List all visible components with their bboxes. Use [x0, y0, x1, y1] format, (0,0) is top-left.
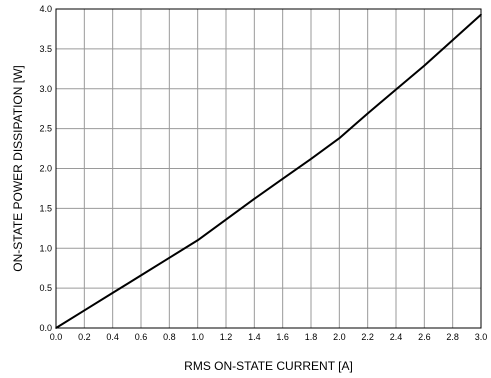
plot-frame: [55, 8, 482, 329]
data-series: [55, 13, 482, 329]
data-point: [253, 198, 256, 200]
x-tick-label: 0.4: [106, 332, 119, 342]
x-tick-label: 0.6: [135, 332, 148, 342]
data-point: [196, 239, 199, 242]
y-tick-label: 2.0: [39, 164, 52, 174]
data-point: [423, 64, 426, 67]
y-tick-label: 3.0: [39, 84, 52, 94]
data-point: [338, 137, 341, 139]
x-tick-label: 1.8: [305, 332, 318, 342]
data-point: [281, 178, 284, 180]
x-tick-label: 3.0: [475, 332, 488, 342]
data-point: [140, 274, 142, 277]
data-point: [395, 88, 397, 91]
x-axis-title: RMS ON-STATE CURRENT [A]: [184, 359, 353, 373]
y-tick-label: 0.0: [39, 323, 52, 333]
y-tick-label: 2.5: [39, 124, 52, 134]
x-tick-label: 2.2: [361, 332, 374, 342]
data-point: [168, 257, 171, 259]
x-tick-label: 1.2: [220, 332, 233, 342]
data-point: [111, 292, 114, 294]
y-tick-label: 0.5: [39, 283, 52, 293]
x-tick-label: 0.0: [50, 332, 63, 342]
x-tick-label: 1.0: [191, 332, 204, 342]
x-axis-tick-labels: 0.0 0.2 0.4 0.6 0.8 1.0 1.2 1.4 1.6 1.8 2.0 2.2 2.4 2…: [50, 332, 488, 342]
data-point: [225, 218, 227, 221]
y-tick-label: 4.0: [39, 4, 52, 14]
data-point: [366, 112, 369, 115]
y-tick-label: 3.5: [39, 44, 52, 54]
x-tick-label: 2.6: [418, 332, 431, 342]
y-axis-title: ON-STATE POWER DISSIPATION [W]: [11, 65, 25, 271]
data-point: [83, 309, 86, 312]
data-point: [451, 39, 454, 41]
x-tick-label: 2.4: [390, 332, 403, 342]
x-tick-label: 1.4: [248, 332, 261, 342]
data-point: [310, 158, 312, 160]
series-line: [55, 13, 482, 329]
y-tick-label: 1.0: [39, 243, 52, 253]
y-tick-label: 1.5: [39, 203, 52, 213]
x-tick-label: 2.0: [333, 332, 346, 342]
x-tick-label: 1.6: [276, 332, 289, 342]
x-tick-label: 2.8: [446, 332, 459, 342]
x-tick-label: 0.8: [163, 332, 176, 342]
x-tick-label: 0.2: [78, 332, 91, 342]
y-axis-tick-labels: 0.0 0.5 1.0 1.5 2.0 2.5 3.0 3.5 4.0: [39, 4, 52, 333]
grid-lines: [55, 8, 482, 329]
